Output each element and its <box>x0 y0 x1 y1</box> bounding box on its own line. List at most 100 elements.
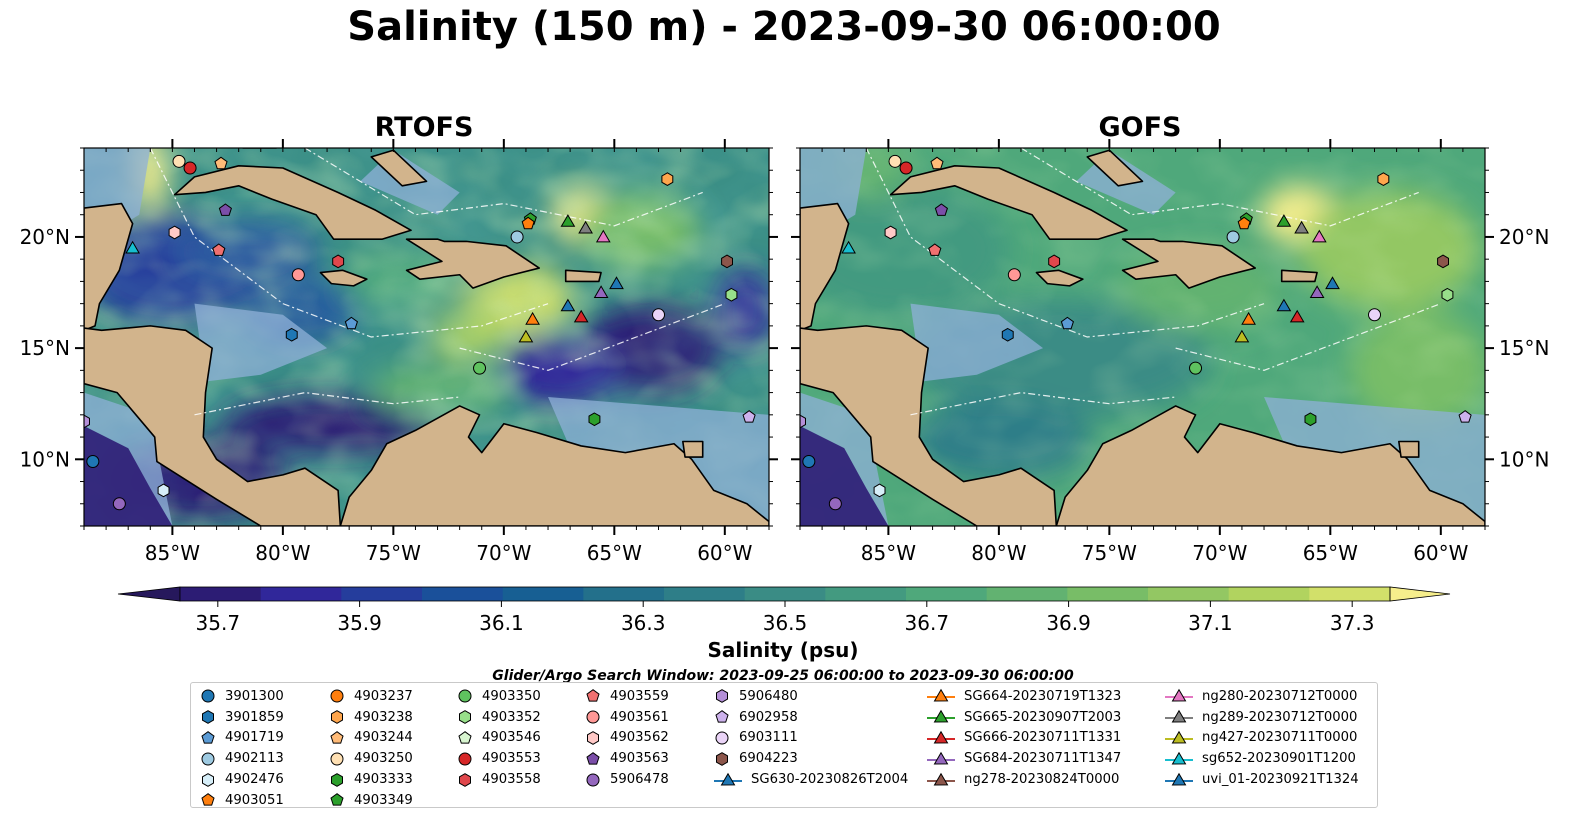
land-bahamas <box>1086 149 1144 187</box>
legend-item-label: 4903237 <box>354 688 413 704</box>
colorbar-tick-label: 37.3 <box>1330 611 1375 635</box>
marker-6903111 <box>1368 308 1382 322</box>
colorbar-segment <box>744 587 826 601</box>
legend-marker-shape <box>331 710 343 725</box>
legend-item: 4903244 <box>328 728 413 749</box>
legend-item: ng289-20230712T0000 <box>1164 707 1359 728</box>
legend-marker-icon <box>927 709 955 723</box>
legend-item: 4903558 <box>456 769 541 790</box>
pacific-water <box>84 425 173 526</box>
legend-marker-icon <box>714 772 742 786</box>
marker-ng280-20230712T0000 <box>1311 229 1327 243</box>
marker-4903352 <box>725 287 738 302</box>
legend-item: 4903051 <box>199 790 284 811</box>
legend-item: 4903349 <box>328 790 413 811</box>
legend-marker-shape <box>1171 689 1187 702</box>
y-tick-label: 15°N <box>1499 336 1549 360</box>
legend-item: 4903350 <box>456 686 541 707</box>
legend-item-label: ng280-20230712T0000 <box>1202 688 1358 704</box>
legend-item: 6904223 <box>713 748 908 769</box>
x-tick-label: 75°W <box>366 541 421 565</box>
marker-uvi_01-20230921T1324 <box>1325 276 1340 290</box>
legend-item: ng280-20230712T0000 <box>1164 686 1359 707</box>
shelf-area <box>194 303 328 382</box>
eez-boundary-line <box>459 303 726 371</box>
land-trinidad <box>1398 440 1420 458</box>
legend-marker-icon <box>331 772 343 787</box>
colorbar-segment <box>664 587 746 601</box>
colorbar-segment <box>1067 587 1149 601</box>
x-tick-label: 60°W <box>697 541 752 565</box>
land-puerto-rico <box>1280 269 1318 283</box>
legend-item-label: sg652-20230901T1200 <box>1202 751 1356 767</box>
y-tick-label: 10°N <box>1499 447 1549 471</box>
marker-ng427-20230711T0000 <box>518 329 534 343</box>
legend-marker-shape <box>1171 772 1187 786</box>
legend-marker-icon <box>1165 689 1193 702</box>
legend-item-label: 4901719 <box>225 730 284 746</box>
colorbar-tick-label: 36.5 <box>763 611 808 635</box>
legend-marker-shape <box>330 793 344 806</box>
legend-item: 4903250 <box>328 748 413 769</box>
legend-item: SG684-20230711T1347 <box>926 748 1121 769</box>
legend-marker-icon <box>458 752 472 766</box>
legend-item: SG665-20230907T2003 <box>926 707 1121 728</box>
legend-item-label: 4903238 <box>354 709 413 725</box>
legend-marker-shape <box>458 689 472 703</box>
legend-item-label: SG684-20230711T1347 <box>964 751 1122 767</box>
marker-3901859 <box>285 327 298 342</box>
colorbar-tick-label: 36.1 <box>479 611 524 635</box>
y-tick-label: 20°N <box>1499 225 1549 249</box>
y-tick-label: 20°N <box>20 225 70 249</box>
legend-marker-icon <box>201 752 215 766</box>
marker-4903352 <box>1441 287 1454 302</box>
legend-marker-icon <box>1165 709 1193 723</box>
x-tick-label: 60°W <box>1413 541 1468 565</box>
eez-boundary-line <box>1020 148 1419 227</box>
legend-marker-shape <box>715 731 729 745</box>
legend-item: 4903352 <box>456 707 541 728</box>
marker-5906480 <box>800 414 806 429</box>
y-tick-label: 15°N <box>20 336 70 360</box>
legend-marker-shape <box>586 689 600 702</box>
legend-item: 4903333 <box>328 769 413 790</box>
legend-item-label: 4903250 <box>354 751 413 767</box>
x-tick-label: 65°W <box>1303 541 1358 565</box>
legend-marker-shape <box>933 730 949 744</box>
legend-item: 4903563 <box>584 748 669 769</box>
colorbar-segment <box>341 587 423 601</box>
legend-marker-icon <box>459 710 471 725</box>
marker-4903238 <box>1377 172 1390 186</box>
x-tick-label: 65°W <box>587 541 642 565</box>
legend-marker-icon <box>716 751 728 766</box>
marker-SG664-20230719T1323 <box>525 311 540 325</box>
legend-marker-icon <box>201 793 215 806</box>
x-tick-label: 70°W <box>1192 541 1247 565</box>
land-puerto-rico <box>564 269 602 283</box>
marker-4903333 <box>1304 412 1317 427</box>
legend-item-label: 4903563 <box>610 751 669 767</box>
legend-item: ng427-20230711T0000 <box>1164 728 1359 749</box>
legend-marker-shape <box>933 709 949 723</box>
legend-item-label: 6904223 <box>739 751 798 767</box>
legend-column: 4903350 4903352 4903546 4903553 4903558 <box>456 686 541 790</box>
land-central-america <box>800 325 1058 526</box>
marker-4903333 <box>588 412 601 427</box>
marker-4903238 <box>661 172 674 186</box>
colorbar-segment <box>906 587 988 601</box>
legend-item-label: 4903553 <box>482 751 541 767</box>
marker-SG684-20230711T1347 <box>593 285 609 298</box>
marker-4903553 <box>183 161 197 175</box>
legend-item: 4903553 <box>456 748 541 769</box>
legend-item-label: SG666-20230711T1331 <box>964 730 1122 746</box>
land-florida <box>242 148 278 149</box>
marker-3901300 <box>86 455 100 469</box>
marker-4903563 <box>218 203 232 216</box>
legend-item-label: SG664-20230719T1323 <box>964 688 1122 704</box>
legend-item: 4903562 <box>584 728 669 749</box>
legend-marker-shape <box>202 772 214 787</box>
legend-item-label: 4903562 <box>610 730 669 746</box>
legend-marker-icon <box>927 689 955 702</box>
figure-title: Salinity (150 m) - 2023-09-30 06:00:00 <box>347 4 1221 50</box>
legend-item-label: 4903352 <box>482 709 541 725</box>
